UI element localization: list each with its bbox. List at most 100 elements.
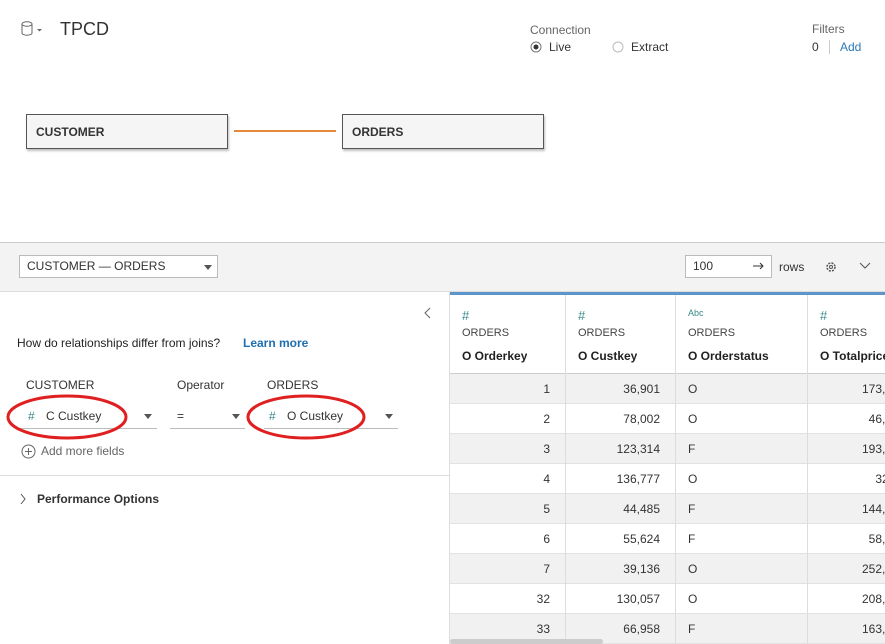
dropdown-caret (144, 414, 152, 419)
scrollbar (450, 639, 603, 644)
column-source: ORDERS (578, 327, 626, 339)
radio-live[interactable] (530, 41, 542, 53)
column-divider (675, 373, 676, 644)
field-header: CUSTOMER (26, 378, 95, 392)
field-type-icon: # (269, 409, 276, 423)
column-type: # (462, 308, 470, 323)
grid-row (450, 404, 885, 434)
grid-row (450, 524, 885, 554)
column-name: O Custkey (578, 349, 638, 363)
grid-cell: 4 (543, 472, 550, 486)
grid-cell: 32 (536, 592, 550, 606)
grid-cell: 2 (543, 412, 550, 426)
grid-cell: 163,2 (861, 622, 885, 636)
datasource-title: TPCD (60, 19, 109, 39)
datasource-icon[interactable] (20, 20, 48, 38)
grid-row (450, 494, 885, 524)
operator: = (177, 409, 185, 423)
rows-input[interactable]: 100 (685, 255, 772, 278)
grid-top-border (450, 292, 885, 295)
right-field: O Custkey (287, 409, 344, 423)
radio-label[interactable]: Live (549, 40, 572, 54)
grid-cell: 44,485 (623, 502, 660, 516)
column-source: ORDERS (688, 327, 736, 339)
relationship-line[interactable] (234, 130, 336, 132)
grid-cell: 136,777 (616, 472, 660, 486)
collapse-panel[interactable] (423, 307, 433, 319)
grid-cell: 33 (536, 622, 550, 636)
grid-cell: 5 (543, 502, 550, 516)
left-field: C Custkey (46, 409, 102, 423)
rows-label: rows (779, 260, 805, 274)
filters-count: 0 (812, 40, 819, 54)
grid-cell: 78,002 (623, 412, 660, 426)
separator (829, 40, 830, 54)
learn-more-link[interactable]: Learn more (243, 336, 309, 350)
grid-cell: 39,136 (623, 562, 660, 576)
grid-cell: 1 (543, 382, 550, 396)
grid-row (450, 584, 885, 614)
grid-cell: O (688, 592, 698, 606)
table-box[interactable]: ORDERS (342, 114, 544, 149)
grid-cell: 6 (543, 532, 550, 546)
add-icon[interactable] (21, 444, 36, 459)
right-field-dropdown[interactable] (264, 404, 398, 429)
field-type-icon: # (28, 409, 35, 423)
rows-arrow[interactable] (752, 261, 766, 271)
grid-cell: O (688, 472, 698, 486)
grid-cell: F (688, 622, 696, 636)
performance-options[interactable]: Performance Options (37, 492, 160, 506)
grid-cell: 32, (875, 472, 885, 486)
radio-label[interactable]: Extract (631, 40, 669, 54)
operator-dropdown[interactable] (170, 404, 245, 429)
collapse-icon[interactable] (859, 262, 871, 270)
column-divider (565, 373, 566, 644)
grid-cell: F (688, 532, 696, 546)
grid-cell: 36,901 (623, 382, 660, 396)
panel-divider (449, 292, 450, 644)
column-type: # (820, 308, 828, 323)
grid-cell: 55,624 (623, 532, 660, 546)
table-box[interactable]: CUSTOMER (26, 114, 228, 149)
relationship-question: How do relationships differ from joins? (17, 336, 221, 350)
filters-add[interactable]: Add (840, 40, 862, 54)
left-field-dropdown[interactable] (18, 404, 157, 429)
column-divider (807, 373, 808, 644)
dropdown-caret (232, 414, 240, 419)
relationship-dropdown[interactable]: CUSTOMER — ORDERS (19, 255, 218, 278)
grid-cell: 46,9 (868, 412, 885, 426)
grid-cell: 130,057 (616, 592, 660, 606)
grid-cell: 208,6 (861, 592, 885, 606)
column-source: ORDERS (820, 327, 868, 339)
grid-row (450, 554, 885, 584)
dropdown-caret (204, 265, 212, 270)
grid-cell: F (688, 442, 696, 456)
expand-icon[interactable] (19, 493, 27, 505)
annotation-circles (6, 394, 366, 440)
grid-cell: 123,314 (616, 442, 660, 456)
grid-cell: 66,958 (623, 622, 660, 636)
grid-row (450, 464, 885, 494)
column-name: O Orderkey (462, 349, 528, 363)
grid-cell: 252,0 (861, 562, 885, 576)
divider (0, 475, 449, 476)
grid-cell: 3 (543, 442, 550, 456)
grid-row (450, 434, 885, 464)
connection-label: Connection (530, 23, 591, 37)
settings-icon[interactable] (824, 260, 838, 274)
grid-cell: 7 (543, 562, 550, 576)
column-type: Abc (688, 308, 704, 318)
add-fields[interactable]: Add more fields (41, 444, 125, 458)
column-type: # (578, 308, 586, 323)
column-name: O Orderstatus (688, 349, 769, 363)
grid-cell: O (688, 412, 698, 426)
data-grid: # ORDERS O Orderkey # ORDERS O Custkey Abc ORDE… (450, 292, 885, 644)
radio-extract[interactable] (612, 41, 624, 53)
grid-cell: 193,8 (861, 442, 885, 456)
grid-cell: O (688, 382, 698, 396)
grid-row (450, 374, 885, 404)
filters-label: Filters (812, 22, 845, 36)
grid-cell: F (688, 502, 696, 516)
column-source: ORDERS (462, 327, 510, 339)
